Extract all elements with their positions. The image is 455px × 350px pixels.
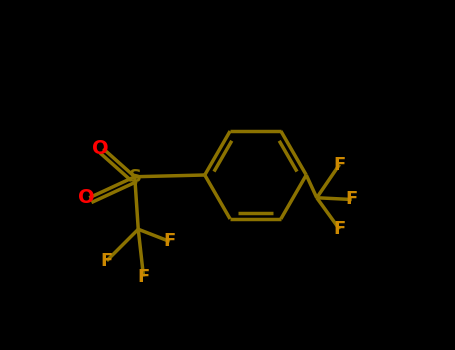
Text: F: F [334,220,346,238]
Text: O: O [78,188,95,207]
Text: F: F [137,267,150,286]
Text: S: S [128,168,141,186]
Text: F: F [164,232,176,251]
Text: O: O [92,139,109,158]
Text: F: F [334,155,346,174]
Text: F: F [346,190,358,209]
Text: F: F [101,252,113,270]
